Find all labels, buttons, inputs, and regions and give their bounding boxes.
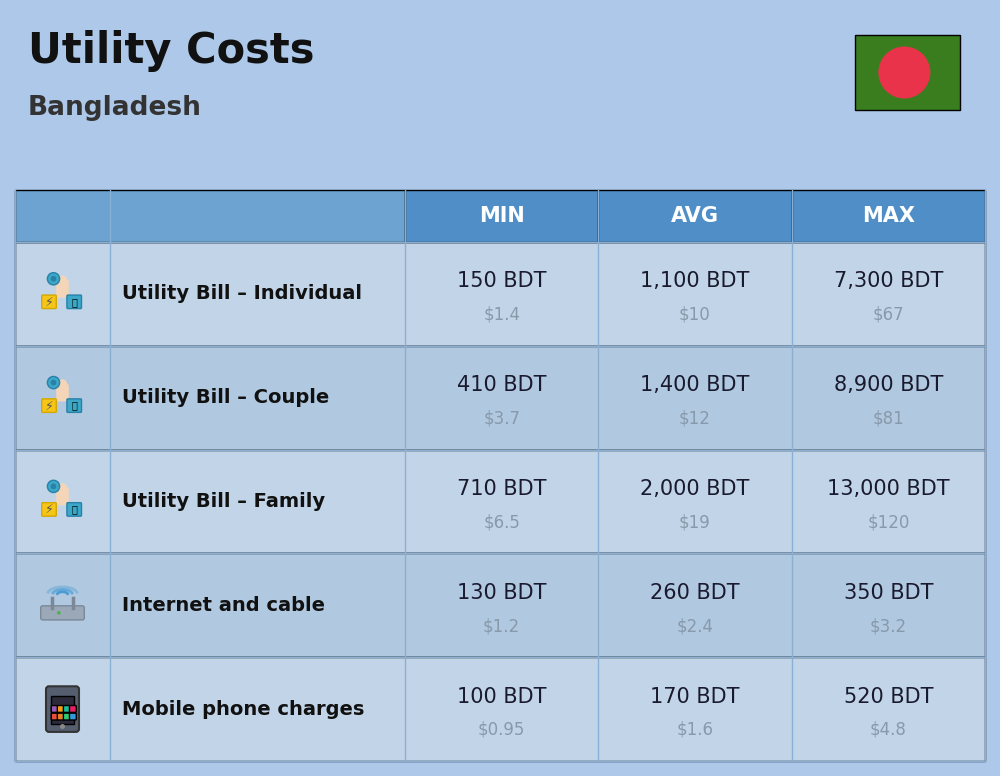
Text: $1.6: $1.6 (676, 721, 714, 739)
FancyBboxPatch shape (56, 280, 69, 298)
FancyBboxPatch shape (46, 686, 79, 732)
Text: 170 BDT: 170 BDT (650, 687, 740, 707)
FancyBboxPatch shape (63, 705, 70, 712)
Text: $3.7: $3.7 (483, 410, 520, 428)
FancyBboxPatch shape (67, 295, 82, 309)
Text: 350 BDT: 350 BDT (844, 583, 933, 603)
FancyBboxPatch shape (57, 705, 64, 712)
Text: $120: $120 (867, 513, 910, 532)
Text: Internet and cable: Internet and cable (122, 596, 325, 615)
Text: $1.4: $1.4 (483, 306, 520, 324)
Text: 260 BDT: 260 BDT (650, 583, 740, 603)
Text: 13,000 BDT: 13,000 BDT (827, 479, 950, 499)
FancyBboxPatch shape (51, 713, 58, 720)
Text: 130 BDT: 130 BDT (457, 583, 546, 603)
Text: $12: $12 (679, 410, 711, 428)
Text: 🚰: 🚰 (71, 504, 77, 514)
Text: MIN: MIN (479, 206, 525, 226)
Circle shape (47, 272, 60, 285)
Text: ⚡: ⚡ (45, 399, 53, 412)
Text: 100 BDT: 100 BDT (457, 687, 546, 707)
Text: 🚰: 🚰 (71, 297, 77, 307)
FancyBboxPatch shape (51, 695, 74, 724)
Text: Utility Bill – Couple: Utility Bill – Couple (122, 388, 329, 407)
Text: 🚰: 🚰 (71, 400, 77, 411)
Text: $6.5: $6.5 (483, 513, 520, 532)
FancyBboxPatch shape (69, 713, 76, 720)
FancyBboxPatch shape (63, 713, 70, 720)
Text: Utility Bill – Family: Utility Bill – Family (122, 492, 325, 511)
Text: 710 BDT: 710 BDT (457, 479, 546, 499)
FancyBboxPatch shape (855, 35, 960, 110)
Text: 150 BDT: 150 BDT (457, 272, 546, 292)
FancyBboxPatch shape (15, 242, 985, 346)
Circle shape (51, 483, 56, 489)
Text: Utility Bill – Individual: Utility Bill – Individual (122, 284, 362, 303)
Text: 7,300 BDT: 7,300 BDT (834, 272, 943, 292)
FancyBboxPatch shape (41, 606, 84, 620)
Circle shape (58, 275, 67, 285)
Text: $0.95: $0.95 (478, 721, 525, 739)
Text: $2.4: $2.4 (676, 617, 714, 635)
Text: ⚡: ⚡ (45, 296, 53, 308)
Circle shape (878, 47, 930, 99)
Text: $19: $19 (679, 513, 711, 532)
Text: 520 BDT: 520 BDT (844, 687, 933, 707)
Text: $1.2: $1.2 (483, 617, 520, 635)
Text: 2,000 BDT: 2,000 BDT (640, 479, 750, 499)
FancyBboxPatch shape (792, 190, 985, 242)
Text: AVG: AVG (671, 206, 719, 226)
FancyBboxPatch shape (15, 553, 985, 657)
FancyBboxPatch shape (15, 657, 985, 761)
Text: $3.2: $3.2 (870, 617, 907, 635)
FancyBboxPatch shape (42, 503, 56, 516)
FancyBboxPatch shape (56, 487, 69, 505)
FancyBboxPatch shape (15, 190, 405, 242)
Text: Utility Costs: Utility Costs (28, 30, 314, 72)
FancyBboxPatch shape (42, 399, 56, 412)
FancyBboxPatch shape (15, 346, 985, 449)
FancyBboxPatch shape (67, 503, 82, 516)
Circle shape (47, 480, 60, 493)
FancyBboxPatch shape (405, 190, 598, 242)
Text: 1,400 BDT: 1,400 BDT (640, 376, 750, 395)
Text: $81: $81 (872, 410, 904, 428)
Circle shape (57, 611, 61, 615)
FancyBboxPatch shape (51, 705, 58, 712)
Circle shape (58, 483, 67, 493)
FancyBboxPatch shape (57, 713, 64, 720)
FancyBboxPatch shape (56, 384, 69, 401)
Text: Mobile phone charges: Mobile phone charges (122, 700, 364, 719)
FancyBboxPatch shape (15, 449, 985, 553)
Text: 1,100 BDT: 1,100 BDT (640, 272, 750, 292)
FancyBboxPatch shape (598, 190, 792, 242)
FancyBboxPatch shape (42, 295, 56, 309)
Text: $10: $10 (679, 306, 711, 324)
FancyBboxPatch shape (67, 399, 82, 412)
Text: MAX: MAX (862, 206, 915, 226)
Circle shape (51, 379, 56, 386)
Circle shape (58, 379, 67, 389)
Circle shape (47, 376, 60, 389)
Circle shape (60, 724, 65, 729)
Text: 410 BDT: 410 BDT (457, 376, 546, 395)
Text: Bangladesh: Bangladesh (28, 95, 202, 121)
Text: ⚡: ⚡ (45, 503, 53, 516)
Circle shape (51, 276, 56, 282)
Text: $67: $67 (873, 306, 904, 324)
Text: 8,900 BDT: 8,900 BDT (834, 376, 943, 395)
Text: $4.8: $4.8 (870, 721, 907, 739)
FancyBboxPatch shape (69, 705, 76, 712)
